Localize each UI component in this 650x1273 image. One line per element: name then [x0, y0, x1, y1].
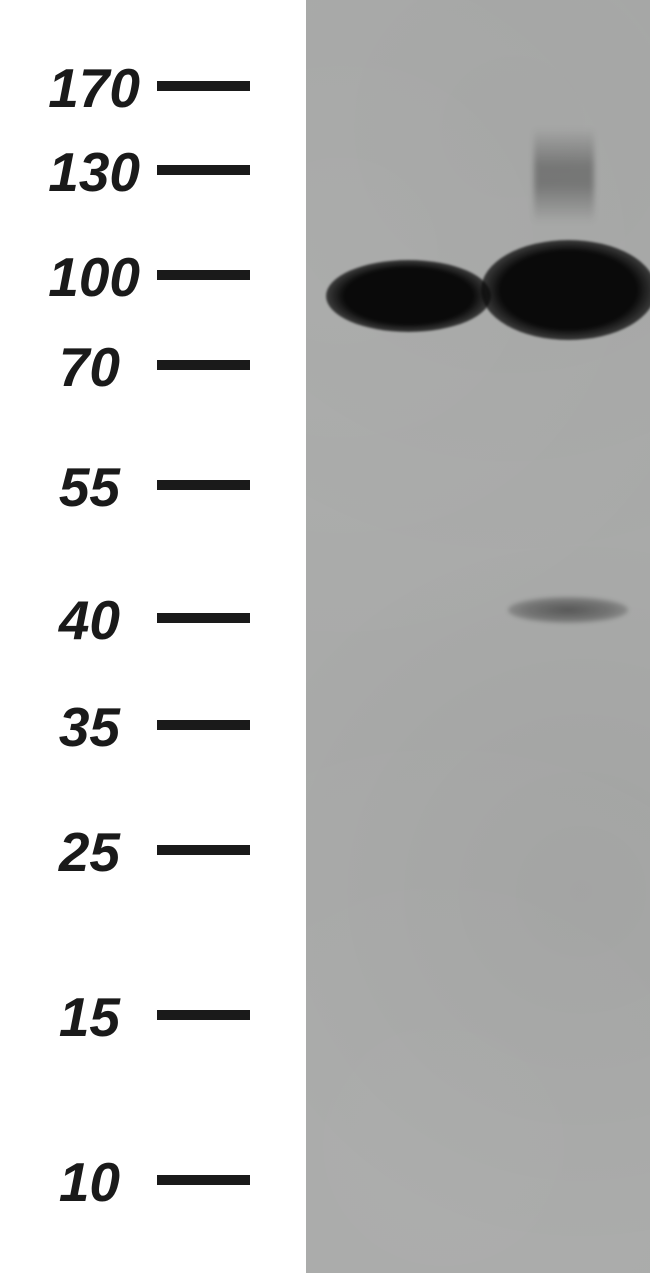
mw-tick-40: [157, 613, 250, 623]
mw-label-40: 40: [0, 588, 120, 652]
mw-label-35: 35: [0, 695, 120, 759]
mw-label-170: 170: [0, 56, 140, 120]
mw-tick-170: [157, 81, 250, 91]
mw-ladder: 170 130 100 70 55 40 35 25 15 10: [0, 0, 300, 1273]
mw-tick-15: [157, 1010, 250, 1020]
mw-label-130: 130: [0, 140, 140, 204]
blot-membrane: [306, 0, 650, 1273]
mw-tick-100: [157, 270, 250, 280]
mw-tick-130: [157, 165, 250, 175]
mw-label-25: 25: [0, 820, 120, 884]
mw-tick-70: [157, 360, 250, 370]
mw-label-55: 55: [0, 455, 120, 519]
mw-tick-25: [157, 845, 250, 855]
membrane-texture: [306, 0, 650, 1273]
band-lane1-main: [326, 260, 491, 332]
mw-label-15: 15: [0, 985, 120, 1049]
mw-label-100: 100: [0, 245, 140, 309]
mw-tick-10: [157, 1175, 250, 1185]
band-lane2-40: [508, 597, 628, 623]
mw-tick-55: [157, 480, 250, 490]
mw-label-10: 10: [0, 1150, 120, 1214]
band-lane2-main: [481, 240, 650, 340]
mw-label-70: 70: [0, 335, 120, 399]
band-lane2-smear-130: [534, 128, 594, 223]
mw-tick-35: [157, 720, 250, 730]
